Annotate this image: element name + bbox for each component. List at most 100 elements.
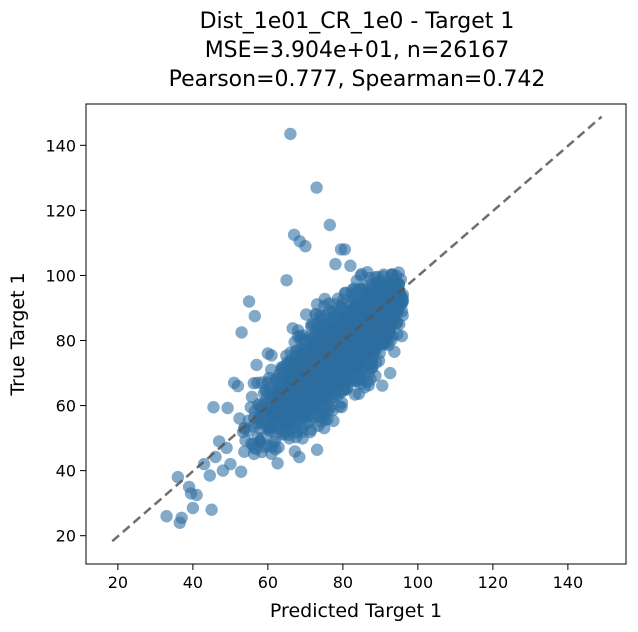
scatter-point xyxy=(350,287,363,300)
y-tick-label: 140 xyxy=(45,136,76,155)
scatter-point xyxy=(243,424,256,437)
title-line-2: MSE=3.904e+01, n=26167 xyxy=(205,38,510,63)
scatter-point xyxy=(234,465,248,478)
scatter-point xyxy=(352,387,366,400)
scatter-point xyxy=(238,445,251,458)
scatter-point xyxy=(323,218,336,232)
x-axis-label: Predicted Target 1 xyxy=(270,600,442,622)
x-tick-label: 140 xyxy=(553,573,584,592)
scatter-point xyxy=(302,378,315,391)
scatter-point xyxy=(275,361,288,374)
scatter-point xyxy=(271,457,284,470)
scatter-point xyxy=(300,308,313,321)
scatter-point xyxy=(253,435,267,448)
x-tick-label: 20 xyxy=(108,573,128,592)
y-tick-label: 60 xyxy=(56,397,76,416)
scatter-point xyxy=(279,417,292,430)
scatter-point xyxy=(379,305,393,319)
scatter-point xyxy=(310,181,323,194)
scatter-point xyxy=(332,301,345,314)
scatter-point xyxy=(318,292,331,306)
x-tick-label: 40 xyxy=(183,573,203,592)
x-tick-label: 100 xyxy=(403,573,434,592)
x-tick-label: 120 xyxy=(478,573,509,592)
scatter-point xyxy=(299,240,312,253)
scatter-point xyxy=(251,376,264,389)
scatter-point xyxy=(370,276,384,290)
scatter-point xyxy=(385,268,399,281)
scatter-point xyxy=(361,311,374,324)
scatter-point xyxy=(248,309,261,323)
scatter-point xyxy=(321,340,334,353)
scatter-point xyxy=(322,304,336,317)
scatter-point xyxy=(250,358,263,372)
title-line-1: Dist_1e01_CR_1e0 - Target 1 xyxy=(200,9,515,34)
scatter-point xyxy=(205,503,218,516)
scatter-point xyxy=(242,295,256,308)
scatter-point xyxy=(336,356,349,369)
x-tick-label: 80 xyxy=(333,573,353,592)
scatter-point xyxy=(380,321,394,334)
scatter-point xyxy=(235,326,248,339)
scatter-point xyxy=(390,302,403,315)
y-axis: 20 40 60 80 100 120 140 xyxy=(45,136,86,546)
scatter-point xyxy=(288,335,301,349)
scatter-point xyxy=(216,464,230,477)
scatter-point xyxy=(384,366,397,380)
scatter-point xyxy=(207,401,220,414)
y-tick-label: 100 xyxy=(45,266,76,285)
scatter-point xyxy=(307,317,320,331)
y-tick-label: 40 xyxy=(56,462,76,481)
scatter-point xyxy=(284,127,297,141)
scatter-point xyxy=(231,379,245,393)
scatter-point xyxy=(369,323,382,336)
scatter-point xyxy=(263,420,276,434)
scatter-point xyxy=(233,412,246,425)
scatter-point xyxy=(346,316,359,329)
scatter-point xyxy=(280,274,293,287)
scatter-point xyxy=(319,359,333,372)
scatter-point xyxy=(357,329,370,342)
scatter-point xyxy=(376,379,389,392)
scatter-point xyxy=(288,445,302,458)
scatter-point xyxy=(261,347,275,360)
scatter-point xyxy=(242,414,255,427)
scatter-point xyxy=(221,401,234,415)
y-tick-label: 120 xyxy=(45,201,76,220)
scatter-point xyxy=(296,397,310,411)
scatter-point xyxy=(286,322,299,335)
scatter-point xyxy=(254,415,267,428)
scatter-point xyxy=(390,277,403,290)
scatter-point xyxy=(197,457,211,471)
scatter-point xyxy=(190,488,203,502)
scatter-point xyxy=(265,363,278,376)
scatter-point xyxy=(291,388,305,401)
scatter-point xyxy=(339,341,352,354)
chart-title: Dist_1e01_CR_1e0 - Target 1 MSE=3.904e+0… xyxy=(169,9,546,92)
x-tick-label: 60 xyxy=(258,573,278,592)
scatter-point xyxy=(272,404,285,417)
point-cloud xyxy=(209,266,409,478)
scatter-point xyxy=(259,384,272,397)
scatter-point xyxy=(300,348,313,361)
scatter-point xyxy=(186,501,200,515)
scatter-point xyxy=(329,257,342,271)
scatter-point xyxy=(160,510,173,523)
scatter-point xyxy=(338,243,351,256)
y-axis-label: True Target 1 xyxy=(7,272,29,396)
scatter-point xyxy=(310,443,324,456)
scatter-point xyxy=(175,511,188,524)
title-line-3: Pearson=0.777, Spearman=0.742 xyxy=(169,67,546,92)
y-tick-label: 80 xyxy=(56,332,76,351)
x-axis: 20 40 60 80 100 120 140 xyxy=(108,564,583,592)
scatter-point xyxy=(267,434,280,447)
y-tick-label: 20 xyxy=(56,527,76,546)
outlier-points xyxy=(160,127,374,529)
scatter-point xyxy=(220,441,233,455)
scatter-point xyxy=(305,423,318,436)
scatter-point xyxy=(318,373,331,386)
plot-frame xyxy=(85,103,627,565)
scatter-point xyxy=(203,469,216,482)
scatter-point xyxy=(344,259,357,272)
